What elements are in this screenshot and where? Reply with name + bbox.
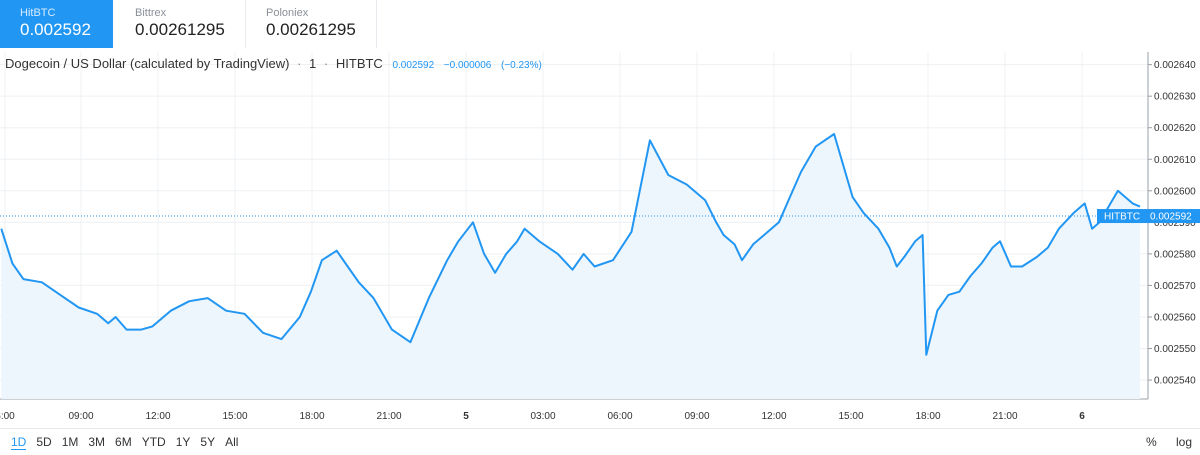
chart-legend: Dogecoin / US Dollar (calculated by Trad… (5, 56, 542, 71)
legend-interval: 1 (309, 56, 317, 71)
range-selector: 1D 5D 1M 3M 6M YTD 1Y 5Y All (11, 435, 248, 450)
price-chart[interactable]: 0.002640 0.002630 0.002620 0.002610 0.002600… (0, 52, 1200, 427)
price-badge (1097, 209, 1200, 224)
bottom-toolbar: 1D 5D 1M 3M 6M YTD 1Y 5Y All % log (0, 428, 1200, 455)
y-tick-label: 0.002580 (1154, 249, 1196, 260)
exchange-price: 0.002592 (20, 20, 91, 39)
x-tick-label: 09:00 (68, 411, 93, 422)
legend-separator: · (323, 56, 329, 71)
exchange-name: Bittrex (135, 7, 167, 19)
y-tick-label: 0.002540 (1154, 376, 1196, 387)
legend-change: −0.000006 (443, 60, 492, 71)
x-tick-label: 18:00 (299, 411, 324, 422)
range-all[interactable]: All (225, 435, 239, 449)
x-tick-label: 18:00 (915, 411, 940, 422)
series-area (1, 134, 1140, 399)
chart-svg[interactable]: 0.002640 0.002630 0.002620 0.002610 0.002600… (0, 52, 1200, 427)
legend-last: 0.002592 (392, 60, 435, 71)
price-badge-label: HITBTC (1104, 212, 1140, 223)
range-1y[interactable]: 1Y (175, 435, 191, 449)
exchange-name: HitBTC (20, 7, 56, 19)
range-ytd[interactable]: YTD (141, 435, 166, 449)
exchange-price: 0.00261295 (266, 20, 356, 39)
y-tick-label: 0.002630 (1154, 92, 1196, 103)
x-tick-label: 06:00 (607, 411, 632, 422)
legend-change-pct: (−0.23%) (500, 60, 542, 71)
range-5y[interactable]: 5Y (200, 435, 216, 449)
y-tick-label: 0.002550 (1154, 344, 1196, 355)
range-6m[interactable]: 6M (115, 435, 132, 449)
x-tick-label: 12:00 (145, 411, 170, 422)
exchange-tabs: HitBTC 0.002592 Bittrex 0.00261295 Polon… (0, 0, 377, 48)
price-badge-value: 0.002592 (1150, 212, 1192, 223)
x-tick-label: 5 (463, 411, 469, 422)
exchange-name: Poloniex (266, 7, 309, 19)
x-tick-label: 6 (1079, 411, 1085, 422)
scale-options: % log (1130, 435, 1192, 449)
y-tick-label: 0.002610 (1154, 155, 1196, 166)
series-line (0, 133, 1141, 356)
x-tick-label: 21:00 (992, 411, 1017, 422)
x-tick-label: 15:00 (838, 411, 863, 422)
y-tick-label: 0.002620 (1154, 123, 1196, 134)
exchange-tab-poloniex[interactable]: Poloniex 0.00261295 (246, 0, 377, 48)
y-tick-label: 0.002570 (1154, 281, 1196, 292)
log-toggle[interactable]: log (1175, 435, 1192, 449)
x-tick-label: 15:00 (222, 411, 247, 422)
x-tick-label: 6:00 (0, 411, 15, 422)
y-tick-label: 0.002590 (1154, 218, 1196, 229)
range-1m[interactable]: 1M (61, 435, 79, 449)
range-1d[interactable]: 1D (11, 435, 27, 450)
legend-separator: · (297, 56, 302, 71)
y-tick-label: 0.002560 (1154, 312, 1196, 323)
y-tick-label: 0.002640 (1154, 60, 1196, 71)
legend-symbol: HITBTC (335, 56, 383, 71)
exchange-price: 0.00261295 (135, 20, 225, 39)
range-5d[interactable]: 5D (36, 435, 52, 449)
x-tick-label: 12:00 (761, 411, 786, 422)
range-3m[interactable]: 3M (88, 435, 106, 449)
x-tick-label: 21:00 (376, 411, 401, 422)
x-tick-label: 09:00 (684, 411, 709, 422)
exchange-tab-hitbtc[interactable]: HitBTC 0.002592 (0, 0, 113, 48)
y-tick-label: 0.002600 (1154, 186, 1196, 197)
legend-title: Dogecoin / US Dollar (calculated by Trad… (5, 56, 290, 71)
percent-toggle[interactable]: % (1145, 435, 1157, 449)
x-tick-label: 03:00 (530, 411, 555, 422)
exchange-tab-bittrex[interactable]: Bittrex 0.00261295 (113, 0, 246, 48)
